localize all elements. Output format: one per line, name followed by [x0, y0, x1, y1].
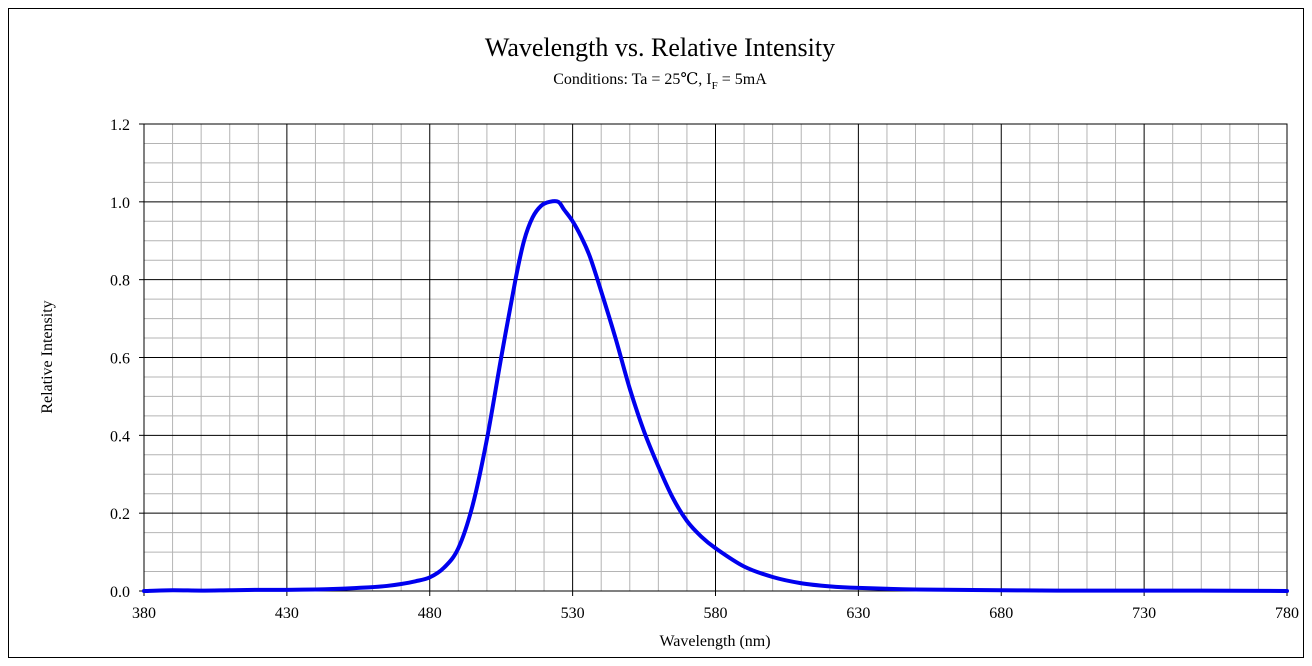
- y-tick-label: 0.4: [110, 428, 130, 445]
- subtitle-subscript: F: [712, 80, 718, 92]
- x-tick-label: 780: [1275, 605, 1299, 622]
- x-tick-label: 380: [132, 605, 156, 622]
- x-tick-labels: 380 430 480 530 580 630 680 730 780: [132, 605, 1299, 622]
- x-tick-label: 630: [846, 605, 870, 622]
- y-tick-label: 0.0: [110, 584, 130, 601]
- y-tick-labels: 0.0 0.2 0.4 0.6 0.8 1.0 1.2: [110, 117, 130, 601]
- x-tick-label: 730: [1132, 605, 1156, 622]
- x-tick-label: 430: [275, 605, 299, 622]
- x-tick-label: 680: [989, 605, 1013, 622]
- plot-border: [139, 123, 1288, 596]
- subtitle-suffix: = 5mA: [718, 71, 767, 88]
- subtitle-prefix: Conditions: Ta = 25℃, I: [553, 71, 711, 88]
- chart-subtitle: Conditions: Ta = 25℃, IF = 5mA: [553, 71, 767, 92]
- x-tick-label: 480: [418, 605, 442, 622]
- x-tick-label: 580: [704, 605, 728, 622]
- chart-title: Wavelength vs. Relative Intensity: [485, 33, 835, 62]
- y-tick-label: 0.2: [110, 506, 130, 523]
- y-tick-label: 1.2: [110, 117, 130, 134]
- y-axis-label: Relative Intensity: [39, 300, 56, 413]
- y-tick-label: 0.8: [110, 273, 130, 290]
- series-line: [142, 199, 1289, 593]
- y-tick-label: 1.0: [110, 195, 130, 212]
- chart-frame: [8, 8, 1304, 658]
- x-tick-label: 530: [561, 605, 585, 622]
- y-tick-label: 0.6: [110, 351, 130, 368]
- x-axis-label: Wavelength (nm): [659, 633, 770, 650]
